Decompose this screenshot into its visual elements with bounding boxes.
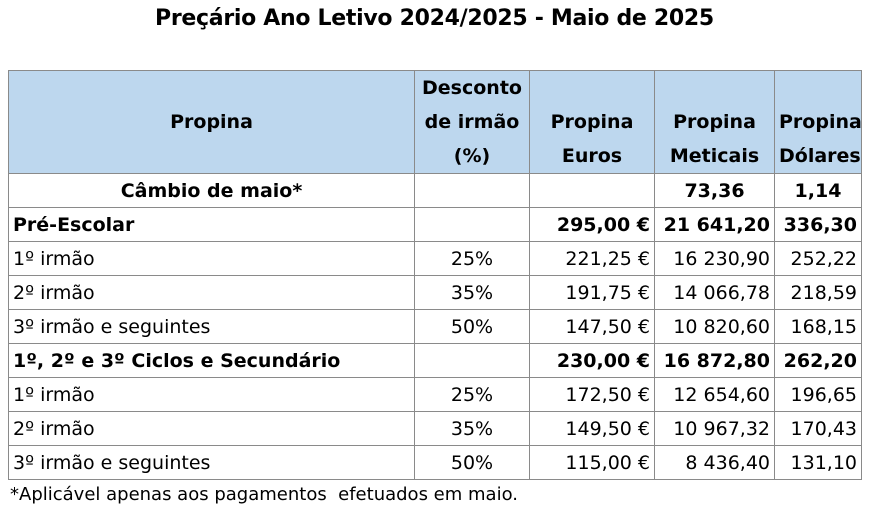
row-desconto: 25% — [414, 377, 530, 412]
section-label: 1º, 2º e 3º Ciclos e Secundário — [8, 343, 415, 378]
section-row-ciclos: 1º, 2º e 3º Ciclos e Secundário 230,00 €… — [8, 343, 862, 378]
section-dolares: 262,20 — [774, 343, 862, 378]
table-row: 3º irmão e seguintes 50% 147,50 € 10 820… — [8, 309, 862, 344]
section-euros: 295,00 € — [529, 207, 655, 242]
cambio-dolares: 1,14 — [774, 173, 862, 208]
row-meticais: 16 230,90 — [654, 241, 775, 276]
section-meticais: 16 872,80 — [654, 343, 775, 378]
row-desconto: 25% — [414, 241, 530, 276]
header-dolares: Propina Dólares — [774, 70, 862, 174]
row-desconto: 50% — [414, 445, 530, 480]
row-dolares: 252,22 — [774, 241, 862, 276]
header-euros: Propina Euros — [529, 70, 655, 174]
table-row: 1º irmão 25% 172,50 € 12 654,60 196,65 — [8, 377, 862, 412]
section-row-pre-escolar: Pré-Escolar 295,00 € 21 641,20 336,30 — [8, 207, 862, 242]
row-dolares: 196,65 — [774, 377, 862, 412]
price-table: Propina Desconto de irmão (%) Propina Eu… — [8, 70, 862, 480]
cambio-desconto — [414, 173, 530, 208]
row-label: 3º irmão e seguintes — [8, 309, 415, 344]
header-row: Propina Desconto de irmão (%) Propina Eu… — [8, 70, 862, 174]
row-meticais: 10 820,60 — [654, 309, 775, 344]
header-desconto: Desconto de irmão (%) — [414, 70, 530, 174]
row-dolares: 170,43 — [774, 411, 862, 446]
row-euros: 221,25 € — [529, 241, 655, 276]
row-euros: 115,00 € — [529, 445, 655, 480]
row-desconto: 35% — [414, 275, 530, 310]
cambio-row: Câmbio de maio* 73,36 1,14 — [8, 173, 862, 208]
row-meticais: 14 066,78 — [654, 275, 775, 310]
row-desconto: 50% — [414, 309, 530, 344]
table-row: 1º irmão 25% 221,25 € 16 230,90 252,22 — [8, 241, 862, 276]
row-euros: 149,50 € — [529, 411, 655, 446]
cambio-euros — [529, 173, 655, 208]
table-row: 2º irmão 35% 149,50 € 10 967,32 170,43 — [8, 411, 862, 446]
row-label: 2º irmão — [8, 275, 415, 310]
row-desconto: 35% — [414, 411, 530, 446]
section-desconto — [414, 343, 530, 378]
row-meticais: 8 436,40 — [654, 445, 775, 480]
row-meticais: 12 654,60 — [654, 377, 775, 412]
section-label: Pré-Escolar — [8, 207, 415, 242]
cambio-label: Câmbio de maio* — [8, 173, 415, 208]
row-label: 3º irmão e seguintes — [8, 445, 415, 480]
header-propina: Propina — [8, 70, 415, 174]
footnote: *Aplicável apenas aos pagamentos efetuad… — [10, 484, 518, 505]
section-meticais: 21 641,20 — [654, 207, 775, 242]
row-label: 2º irmão — [8, 411, 415, 446]
row-label: 1º irmão — [8, 241, 415, 276]
row-meticais: 10 967,32 — [654, 411, 775, 446]
section-dolares: 336,30 — [774, 207, 862, 242]
table-row: 2º irmão 35% 191,75 € 14 066,78 218,59 — [8, 275, 862, 310]
row-label: 1º irmão — [8, 377, 415, 412]
row-euros: 147,50 € — [529, 309, 655, 344]
row-dolares: 131,10 — [774, 445, 862, 480]
row-dolares: 218,59 — [774, 275, 862, 310]
header-meticais: Propina Meticais — [654, 70, 775, 174]
section-desconto — [414, 207, 530, 242]
table-row: 3º irmão e seguintes 50% 115,00 € 8 436,… — [8, 445, 862, 480]
row-euros: 191,75 € — [529, 275, 655, 310]
row-dolares: 168,15 — [774, 309, 862, 344]
page-title: Preçário Ano Letivo 2024/2025 - Maio de … — [155, 6, 714, 31]
section-euros: 230,00 € — [529, 343, 655, 378]
row-euros: 172,50 € — [529, 377, 655, 412]
cambio-meticais: 73,36 — [654, 173, 775, 208]
